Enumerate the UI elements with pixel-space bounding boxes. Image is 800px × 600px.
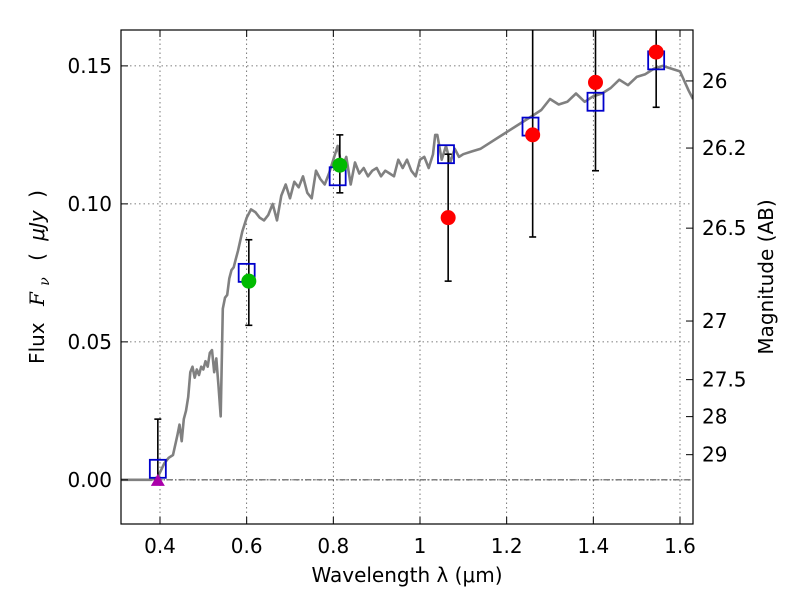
magnitude-tick-label: 26.2	[702, 136, 747, 160]
data-markers	[148, 44, 666, 486]
x-axis-ticks: 0.4 0.6 0.8 1 1.2 1.4 1.6	[144, 30, 696, 558]
red-circle-marker	[588, 74, 603, 90]
error-bars	[154, 30, 660, 481]
x-tick-label: 1	[414, 534, 427, 558]
y-axis-label: Flux F ν ( μJy )	[25, 190, 54, 364]
red-circle-marker	[648, 44, 664, 60]
y-axis-label-close: )	[25, 190, 49, 198]
magnitude-tick-label: 29	[702, 443, 727, 467]
red-circle-marker	[440, 210, 456, 226]
x-tick-label: 1.6	[664, 534, 696, 558]
x-tick-label: 0.6	[231, 534, 263, 558]
y-tick-label: 0.00	[67, 468, 112, 492]
y-axis-label-unit: μJy	[25, 209, 49, 242]
magnitude-tick-label: 27.5	[702, 368, 747, 392]
magnitude-tick-label: 27	[702, 309, 727, 333]
x-tick-label: 1.4	[577, 534, 609, 558]
green-circle-marker	[332, 157, 348, 173]
x-axis-label: Wavelength λ (μm)	[311, 563, 502, 587]
plot-frame	[120, 29, 694, 525]
y-axis-ticks: 0.00 0.05 0.10 0.15	[67, 54, 128, 492]
blue-square-marker	[586, 91, 605, 112]
y-axis-label-subscript: ν	[37, 277, 53, 286]
magenta-triangle-marker	[150, 473, 165, 486]
y-axis-label-symbol: F	[25, 291, 49, 307]
x-tick-label: 0.8	[317, 534, 349, 558]
magnitude-axis-label: Magnitude (AB)	[754, 199, 778, 354]
y-tick-label: 0.10	[67, 192, 112, 216]
x-tick-label: 1.2	[491, 534, 523, 558]
x-tick-label: 0.4	[144, 534, 176, 558]
y-tick-label: 0.05	[67, 330, 112, 354]
y-axis-label-open: (	[25, 253, 49, 261]
magnitude-tick-label: 28	[702, 405, 727, 429]
y-tick-label: 0.15	[67, 54, 112, 78]
magnitude-tick-label: 26.5	[702, 216, 747, 240]
magnitude-axis-ticks: 26 26.2 26.5 27 27.5 28 29	[686, 69, 747, 467]
red-circle-marker	[525, 127, 541, 143]
green-circle-marker	[241, 273, 257, 289]
y-axis-label-prefix: Flux	[25, 322, 49, 364]
magnitude-tick-label: 26	[702, 69, 727, 93]
blue-square-marker	[437, 144, 455, 165]
